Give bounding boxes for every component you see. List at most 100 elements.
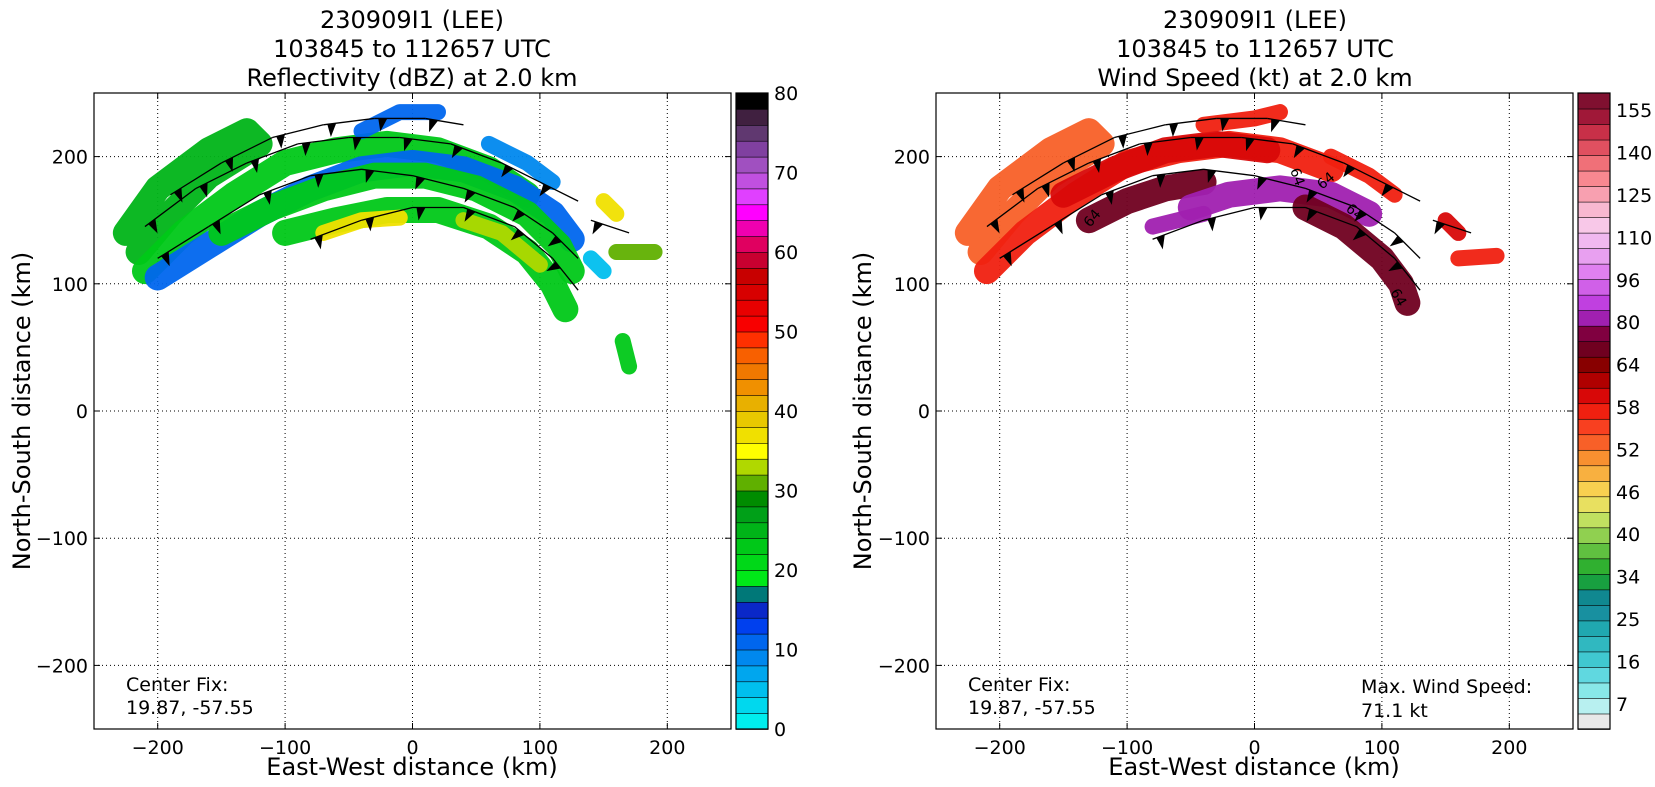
colorbar-segment [735, 267, 769, 285]
wind-barb-flag [403, 138, 413, 152]
colorbar-segment [735, 585, 769, 603]
wind-barb-shaft [1101, 175, 1153, 196]
colorbar-segment [735, 315, 769, 333]
wind-barb-flag [276, 134, 285, 149]
colorbar-tick-label: 52 [1616, 439, 1640, 461]
wind-barb-shaft [552, 257, 579, 291]
wind-barb-flag [1003, 251, 1012, 267]
y-tick-label: 100 [52, 274, 88, 296]
reflectivity-title-line-3: Reflectivity (dBZ) at 2.0 km [247, 64, 578, 92]
wind-barb-shaft [259, 175, 311, 196]
colorbar-segment [735, 219, 769, 237]
colorbar-segment [1577, 356, 1611, 374]
wind-speed-colorbar-ticks: 7 16 25 34 40 46 52 58 64 80 96 110 125 140 155 [1616, 100, 1652, 716]
colorbar-segment [735, 712, 769, 730]
reflectivity-x-ticks: −200 −100 0 100 200 [132, 93, 685, 759]
wind-barb-flag [429, 119, 439, 133]
wind-barb-flag [199, 182, 208, 198]
wind-barb-shaft [1305, 187, 1357, 209]
wind-barb-flag [546, 261, 561, 272]
colorbar-segment [735, 410, 769, 428]
reflectivity-title-line-1: 230909I1 (LEE) [320, 6, 504, 34]
colorbar-segment [1577, 682, 1611, 699]
colorbar-tick-label: 30 [774, 481, 798, 503]
wind-barb-flag [365, 169, 375, 183]
colorbar-segment [1577, 170, 1611, 187]
colorbar-segment [735, 680, 769, 698]
wind-barb-flag [1293, 145, 1305, 159]
wind-barb-flag [539, 183, 552, 197]
field-band [1075, 169, 1217, 234]
wind-center-fix-label: Center Fix: [968, 674, 1070, 696]
colorbar-tick-label: 25 [1616, 609, 1640, 631]
reflectivity-y-ticks: −200 −100 0 100 200 [36, 147, 731, 677]
wind-barb-flag [314, 234, 323, 250]
x-tick-label: 0 [1248, 737, 1260, 759]
colorbar-segment [1577, 433, 1611, 451]
colorbar-segment [1577, 542, 1611, 560]
wind-speed-panel: 230909I1 (LEE) 103845 to 112657 UTC Wind… [849, 6, 1652, 781]
colorbar-segment [735, 378, 769, 396]
x-tick-label: 200 [1491, 737, 1527, 759]
reflectivity-colorbar [735, 92, 769, 730]
colorbar-segment [735, 172, 769, 190]
wind-barb-shaft [310, 168, 362, 177]
wind-barb-flag [1381, 183, 1394, 197]
wind-barb-flag [1054, 219, 1063, 235]
wind-barb-flag [1156, 234, 1165, 250]
wind-title-line-2: 103845 to 112657 UTC [1116, 35, 1394, 63]
colorbar-segment [1577, 604, 1611, 622]
colorbar-segment [1577, 123, 1611, 141]
colorbar-segment [1577, 185, 1611, 203]
wind-barb-shaft [1165, 117, 1217, 126]
wind-barb-flag [1194, 137, 1204, 151]
reflectivity-panel: 230909I1 (LEE) 103845 to 112657 UTC Refl… [8, 6, 798, 781]
colorbar-tick-label: 140 [1616, 143, 1652, 165]
wind-barb-shaft [539, 181, 579, 202]
reflectivity-center-fix-value: 19.87, -57.55 [126, 697, 254, 719]
colorbar-segment [1577, 340, 1611, 358]
wind-barb-flag [224, 157, 234, 172]
wind-center-fix-value: 19.87, -57.55 [968, 697, 1096, 719]
colorbar-segment [735, 537, 769, 555]
reflectivity-center-fix-label: Center Fix: [126, 674, 228, 696]
wind-barb-shaft [208, 194, 260, 228]
colorbar-segment [1577, 201, 1611, 218]
wind-barb-flag [1434, 221, 1446, 235]
wind-barb-flag [1118, 134, 1127, 149]
wind-barb-flag [314, 174, 324, 188]
colorbar-segment [1577, 108, 1611, 125]
wind-barb-flag [1207, 169, 1217, 183]
contour-label: 64 [1286, 166, 1307, 188]
wind-barb-shaft [1063, 136, 1115, 164]
wind-barb-flag [173, 187, 183, 203]
wind-barb-flag [547, 235, 562, 247]
y-tick-label: 0 [918, 401, 930, 423]
colorbar-tick-label: 46 [1616, 482, 1640, 504]
wind-barb-shaft [450, 143, 502, 164]
colorbar-segment [735, 633, 769, 651]
reflectivity-echo-field [112, 104, 663, 375]
y-tick-label: −100 [878, 528, 930, 550]
wind-barb-flag [1388, 261, 1403, 272]
wind-barb-shaft [1088, 143, 1141, 164]
colorbar-tick-label: 40 [774, 401, 798, 423]
x-tick-label: 0 [406, 737, 418, 759]
colorbar-segment [735, 362, 769, 380]
colorbar-segment [735, 394, 769, 412]
colorbar-segment [735, 506, 769, 524]
reflectivity-wind-barbs [144, 117, 630, 291]
colorbar-segment [1577, 402, 1611, 420]
wind-barb-flag [1258, 207, 1268, 221]
colorbar-tick-label: 155 [1616, 100, 1652, 122]
colorbar-segment [735, 474, 769, 492]
wind-barb-flag [464, 208, 476, 222]
x-tick-label: 200 [649, 737, 685, 759]
max-wind-speed-label: Max. Wind Speed: [1361, 676, 1532, 698]
wind-y-ticks: −200 −100 0 100 200 [878, 147, 1573, 677]
colorbar-tick-label: 16 [1616, 651, 1640, 673]
wind-barb-shaft [1343, 162, 1383, 183]
y-tick-label: −100 [36, 528, 88, 550]
field-band [480, 135, 561, 191]
